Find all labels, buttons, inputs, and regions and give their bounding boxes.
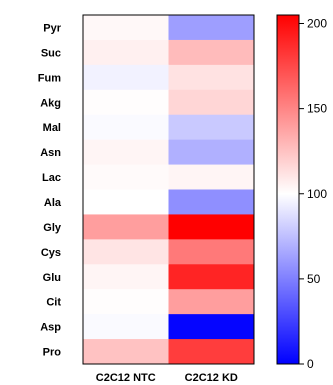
column-label: C2C12 KD: [185, 372, 238, 384]
heatmap-cell-ala-ntc: [83, 189, 169, 215]
heatmap-cell-suc-ntc: [83, 39, 169, 66]
column-labels: C2C12 NTC C2C12 KD: [96, 372, 238, 384]
heatmap-cell-cit-kd: [168, 289, 255, 315]
row-label: Asp: [40, 322, 61, 334]
row-label: Akg: [40, 97, 61, 109]
heatmap-cell-glu-kd: [168, 264, 255, 290]
row-label: Lac: [42, 172, 61, 184]
heatmap-cell-asn-kd: [168, 139, 255, 166]
heatmap-cell-pyr-kd: [168, 15, 255, 41]
heatmap-cell-akg-kd: [168, 89, 255, 116]
heatmap-cell-ala-kd: [168, 189, 255, 215]
row-label: Gly: [43, 222, 62, 234]
row-label: Cit: [46, 297, 61, 309]
colorbar-tick-label: 50: [307, 272, 321, 286]
colorbar-ticks: 0 50 100 150 200: [299, 17, 327, 371]
row-label: Fum: [38, 72, 61, 84]
row-labels: Pyr Suc Fum Akg Mal Asn Lac Ala Gly Cys Glu Cit Asp P…: [38, 22, 62, 358]
heatmap-cell-lac-kd: [168, 164, 255, 190]
colorbar-tick-label: 0: [307, 357, 314, 371]
heatmap-cell-asp-ntc: [83, 314, 169, 340]
colorbar-tick-label: 100: [307, 187, 327, 201]
row-label: Ala: [44, 197, 62, 209]
heatmap-cell-cit-ntc: [83, 289, 169, 315]
heatmap-cell-fum-ntc: [83, 64, 169, 91]
heatmap-cell-asp-kd: [168, 314, 255, 340]
row-label: Pro: [43, 347, 62, 359]
row-label: Asn: [40, 147, 61, 159]
heatmap-cell-mal-kd: [168, 114, 255, 141]
heatmap-cell-pro-kd: [168, 339, 255, 365]
colorbar: [276, 14, 300, 365]
row-label: Pyr: [43, 22, 61, 34]
row-label: Suc: [41, 47, 61, 59]
heatmap-cell-cys-kd: [168, 239, 255, 265]
heatmap-cell-pro-ntc: [83, 339, 169, 365]
heatmap-cell-gly-ntc: [83, 214, 169, 240]
row-label: Glu: [43, 272, 61, 284]
heatmap-cell-lac-ntc: [83, 164, 169, 190]
heatmap-cell-mal-ntc: [83, 114, 169, 141]
heatmap-cell-gly-kd: [168, 214, 255, 240]
heatmap-cell-cys-ntc: [83, 239, 169, 265]
heatmap-cell-pyr-ntc: [83, 15, 169, 41]
heatmap-cell-suc-kd: [168, 39, 255, 66]
heatmap-frame: [82, 14, 255, 365]
heatmap-cells: [83, 15, 255, 365]
column-label: C2C12 NTC: [96, 372, 156, 384]
row-label: Cys: [41, 247, 61, 259]
heatmap-cell-akg-ntc: [83, 89, 169, 116]
colorbar-tick-label: 150: [307, 102, 327, 116]
colorbar-tick-label: 200: [307, 17, 327, 31]
heatmap-cell-glu-ntc: [83, 264, 169, 290]
row-label: Mal: [43, 122, 61, 134]
heatmap-cell-fum-kd: [168, 64, 255, 91]
heatmap-cell-asn-ntc: [83, 139, 169, 166]
